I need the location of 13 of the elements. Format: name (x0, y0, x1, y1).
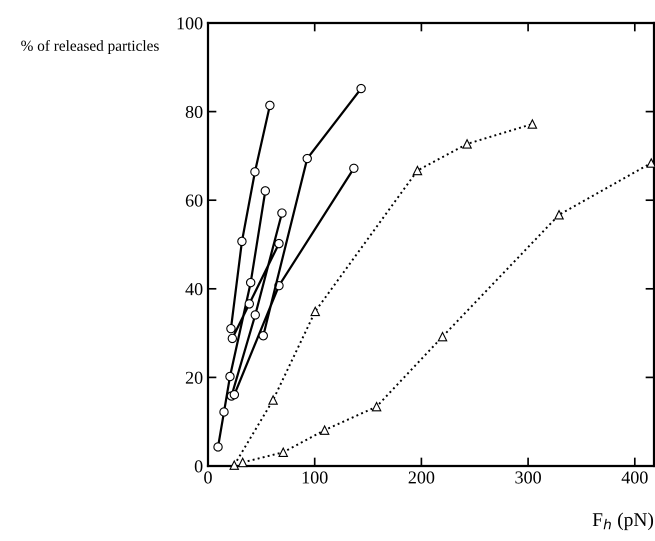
x-tick-label: 200 (408, 471, 434, 484)
y-tick-label: 80 (186, 106, 202, 118)
x-tick-label: 100 (302, 471, 328, 484)
y-axis-title: % of released particles (21, 40, 159, 54)
y-tick-label: 20 (186, 372, 202, 384)
y-tick-label: 40 (185, 283, 202, 296)
x-tick-label: 300 (515, 471, 541, 484)
y-tick-label: 100 (178, 17, 202, 30)
x-axis-title: F$_{h}$ (pN) (592, 512, 654, 530)
y-tick-label: 60 (186, 194, 202, 207)
y-tick-label: 0 (194, 460, 202, 472)
x-tick-label: 0 (204, 471, 212, 484)
x-tick-label: 400 (622, 471, 648, 484)
